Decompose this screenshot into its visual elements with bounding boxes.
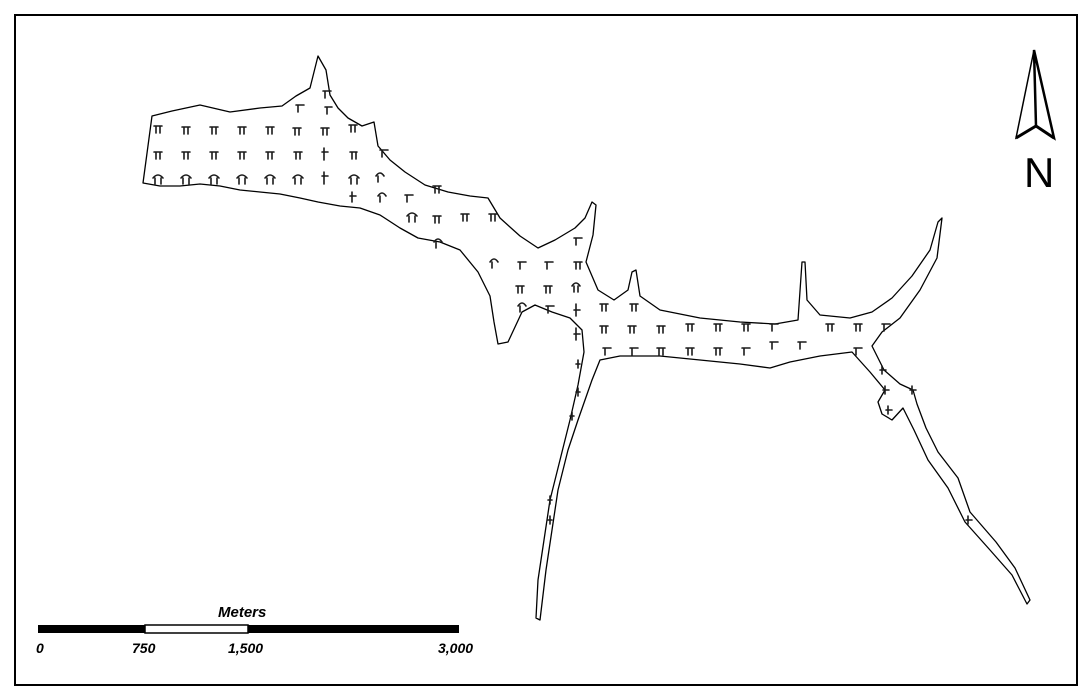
marker-west-row1 [153, 90, 358, 136]
marker-central [406, 212, 583, 525]
marker-layer [152, 90, 973, 525]
north-label: N [1024, 149, 1055, 196]
north-arrow-icon [1014, 49, 1056, 141]
marker-west-row2 [153, 147, 389, 161]
reservoir-outline [142, 55, 1031, 621]
scale-segment-2 [144, 624, 249, 634]
scale-tick-0: 0 [36, 640, 44, 656]
scale-segment-1 [38, 625, 145, 633]
scale-segment-3 [248, 625, 459, 633]
scale-tick-3000: 3,000 [438, 640, 474, 656]
marker-east [599, 303, 973, 525]
scale-tick-1500: 1,500 [228, 640, 264, 656]
scale-title: Meters [218, 604, 267, 621]
marker-west-row3 [152, 171, 442, 203]
scale-bar [38, 624, 459, 634]
scale-tick-750: 750 [132, 640, 156, 656]
